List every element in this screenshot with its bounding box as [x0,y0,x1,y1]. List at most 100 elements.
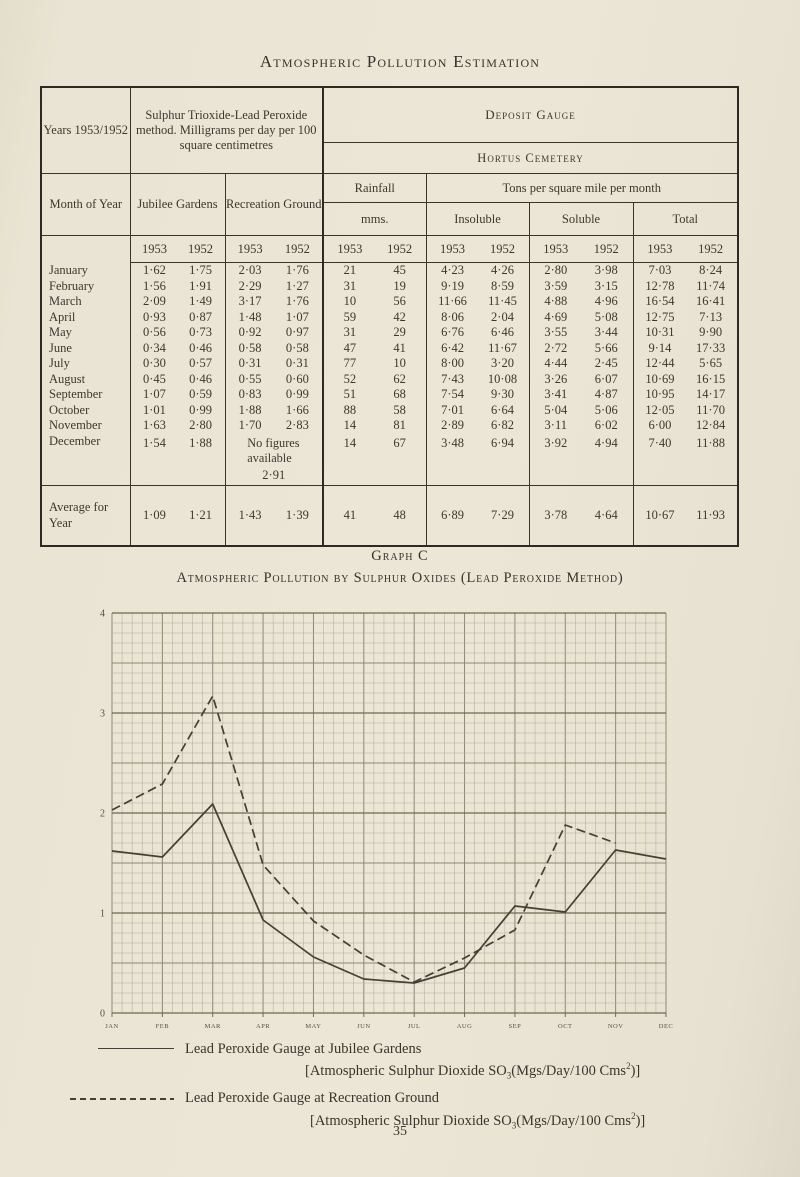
value: 2·89 [441,418,464,433]
value-cell: 1·48 1·07 [225,309,325,325]
value: 6·42 [441,340,464,355]
value: 10 [393,356,406,371]
value-cell: 3·78 4·64 [529,485,634,546]
axis-label: 4 [100,609,105,620]
value: 16·54 [645,294,675,309]
value-cell: 6·89 7·29 [426,485,530,546]
value-cell: 3·59 3·15 [529,278,634,294]
table-row: September 1·07 0·59 0·83 0·99 51 68 7·54 9·30 3·4… [41,387,738,403]
value: 42 [393,309,406,324]
axis-label: MAY [305,1023,321,1030]
value: 3·11 [544,418,567,433]
value: 0·46 [189,340,212,355]
value: 1·48 [238,309,262,324]
solid-line-swatch [98,1047,174,1051]
axis-label: APR [256,1023,270,1030]
table-row: June 0·34 0·46 0·58 0·58 47 41 6·42 11·67 2·72 5·6… [41,340,738,356]
rainfall-header: Rainfall [323,173,427,203]
graph-subtitle: Atmospheric Pollution by Sulphur Oxides … [176,570,624,586]
axis-label: JAN [105,1023,118,1030]
page-number: 35 [393,1124,407,1139]
table-row: March 2·09 1·49 3·17 1·76 10 56 11·66 11·45 4·88 4… [41,294,738,310]
value: 0·87 [189,309,212,324]
insoluble-header: Insoluble [426,202,530,236]
value: 3·20 [491,356,514,371]
value: 12·84 [696,418,726,433]
value: 1·76 [285,294,309,309]
value: 41 [343,507,357,522]
value: 31 [343,325,357,340]
value: 67 [393,435,406,450]
value-cell: 59 42 [323,309,427,325]
value: 3·44 [594,325,618,340]
value: 17·33 [696,340,726,355]
value-cell: 2·09 1·49 [130,294,226,310]
pollution-line-chart: 0 1 2 3 4 JAN FEB MAR APR MAY JUN JUL AUG SEP OCT NOV DE… [100,609,673,1031]
value: 0·31 [238,356,262,371]
value: 0·58 [285,340,309,355]
value: 2·04 [491,309,514,324]
table-row: Average for Year 1·09 1·21 1·43 1·39 41 48 6·89… [41,485,738,546]
value-cell: 2·89 6·82 [426,418,530,434]
value: 6·89 [441,507,464,522]
value: 4·88 [544,294,568,309]
month-cell: June [41,340,131,356]
value-cell: 0·55 0·60 [225,371,325,387]
value-cell: 0·92 0·97 [225,325,325,341]
value: 3·15 [594,278,618,293]
legend-entry-jubilee: Lead Peroxide Gauge at Jubilee Gardens [60,1040,740,1058]
value-cell: 47 41 [323,340,427,356]
value: 45 [393,263,406,278]
value: 77 [343,356,357,371]
axis-label: JUN [357,1023,370,1030]
tons-header: Tons per square mile per month [426,173,739,203]
value: 11·66 [438,294,467,309]
value-cell: 4·69 5·08 [529,309,634,325]
legend-label: Lead Peroxide Gauge at Recreation Ground [185,1090,440,1107]
value-cell: 31 29 [323,325,427,341]
value: 11·45 [488,294,517,309]
value: 10·31 [645,325,675,340]
value: 0·93 [143,309,166,324]
method-header: Sulphur Trioxide-Lead Peroxide method. M… [130,87,325,174]
value-cell: 31 19 [323,278,427,294]
soluble-header: Soluble [529,202,634,236]
value: 9·30 [491,387,514,402]
value-cell: 14 67 [323,433,427,486]
value: 0·55 [238,371,262,386]
value: 31 [343,278,357,293]
value: 11·74 [696,278,725,293]
value: 1·76 [285,263,309,278]
value: 3·48 [441,435,464,450]
recreation-ground-header: Recreation Ground [225,173,325,236]
value: 5·65 [699,356,723,371]
value-cell: 3·92 4·94 [529,433,634,486]
value: 0·58 [238,340,262,355]
value-cell: 1·01 0·99 [130,402,226,418]
table-row: January 1·62 1·75 2·03 1·76 21 45 4·23 4·26 2·80 3… [41,262,738,279]
value: 6·82 [491,418,514,433]
value-cell: 4·88 4·96 [529,294,634,310]
value-cell: 0·31 0·31 [225,356,325,372]
value-cell: 7·54 9·30 [426,387,530,403]
value: 10·95 [645,387,675,402]
value: 2·09 [143,294,166,309]
pollution-table-wrapper: Years 1953/1952 Sulphur Trioxide-Lead Pe… [40,86,740,547]
empty-cell [41,235,131,263]
value-cell: 51 68 [323,387,427,403]
value: 4·64 [594,507,618,522]
value: 7·43 [441,371,464,386]
value: 1·75 [189,263,212,278]
year-cols-cell: 1953 1952 [323,235,427,263]
value: 51 [343,387,357,402]
value-cell: 1·62 1·75 [130,262,226,279]
year-cols-cell: 1953 1952 [633,235,739,263]
value-cell: 1·54 1·88 [130,433,226,486]
value: 16·41 [696,294,726,309]
value: 1·39 [285,507,309,522]
dashed-line-swatch [70,1097,174,1100]
value: 1·43 [238,507,262,522]
value-cell: 3·26 6·07 [529,371,634,387]
value: 9·90 [699,325,723,340]
